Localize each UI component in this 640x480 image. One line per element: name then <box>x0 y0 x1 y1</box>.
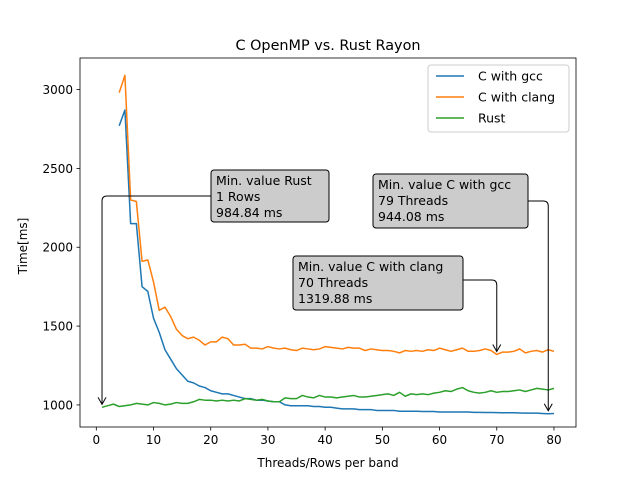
annotation-arrow <box>97 195 211 406</box>
x-tick-label: 0 <box>92 433 100 447</box>
x-tick-label: 60 <box>432 433 447 447</box>
y-tick-label: 1000 <box>42 398 73 412</box>
legend-label: Rust <box>478 111 506 126</box>
annotation-arrow <box>528 200 553 412</box>
x-tick-label: 40 <box>317 433 332 447</box>
annotation-text: 70 Threads <box>298 275 368 290</box>
legend-label: C with gcc <box>478 69 543 84</box>
legend-box <box>427 64 570 133</box>
annotation-text: Min. value C with clang <box>298 259 443 274</box>
x-tick-label: 70 <box>489 433 504 447</box>
y-tick-label: 3000 <box>42 83 73 97</box>
x-tick-label: 30 <box>260 433 275 447</box>
y-axis-label: Time[ms] <box>16 218 30 276</box>
x-tick-label: 10 <box>146 433 161 447</box>
annotation-text: 1 Rows <box>216 189 260 204</box>
series-line-3 <box>101 386 555 409</box>
x-tick-label: 50 <box>375 433 390 447</box>
x-tick-label: 80 <box>546 433 561 447</box>
x-tick-label: 20 <box>203 433 218 447</box>
series-line-2 <box>118 74 555 356</box>
annotation-box <box>210 169 330 223</box>
legend-label: C with clang <box>478 90 555 105</box>
legend: C with gcc C with clang Rust <box>427 64 570 133</box>
axes-frame <box>79 57 577 428</box>
y-tick-label: 2000 <box>42 241 73 255</box>
annotation-text: 984.84 ms <box>216 205 282 220</box>
annotation-box <box>372 173 529 229</box>
annotation-arrow <box>463 279 502 353</box>
annotation-text: 79 Threads <box>378 193 448 208</box>
y-tick-label: 1500 <box>42 320 73 334</box>
chart-title: C OpenMP vs. Rust Rayon <box>235 38 420 54</box>
annotation-text: Min. value Rust <box>216 173 312 188</box>
annotation-box <box>292 255 464 311</box>
plot-area <box>101 74 555 415</box>
x-axis-label: Threads/Rows per band <box>256 456 398 470</box>
annotation-text: Min. value C with gcc <box>378 177 511 192</box>
axes: 0 10 20 30 40 50 60 70 80 1000 1500 2000 2500 3000 <box>42 57 577 447</box>
annotation-text: 1319.88 ms <box>298 291 372 306</box>
y-tick-label: 2500 <box>42 162 73 176</box>
annotation-text: 944.08 ms <box>378 209 444 224</box>
series-line-1 <box>118 109 555 415</box>
